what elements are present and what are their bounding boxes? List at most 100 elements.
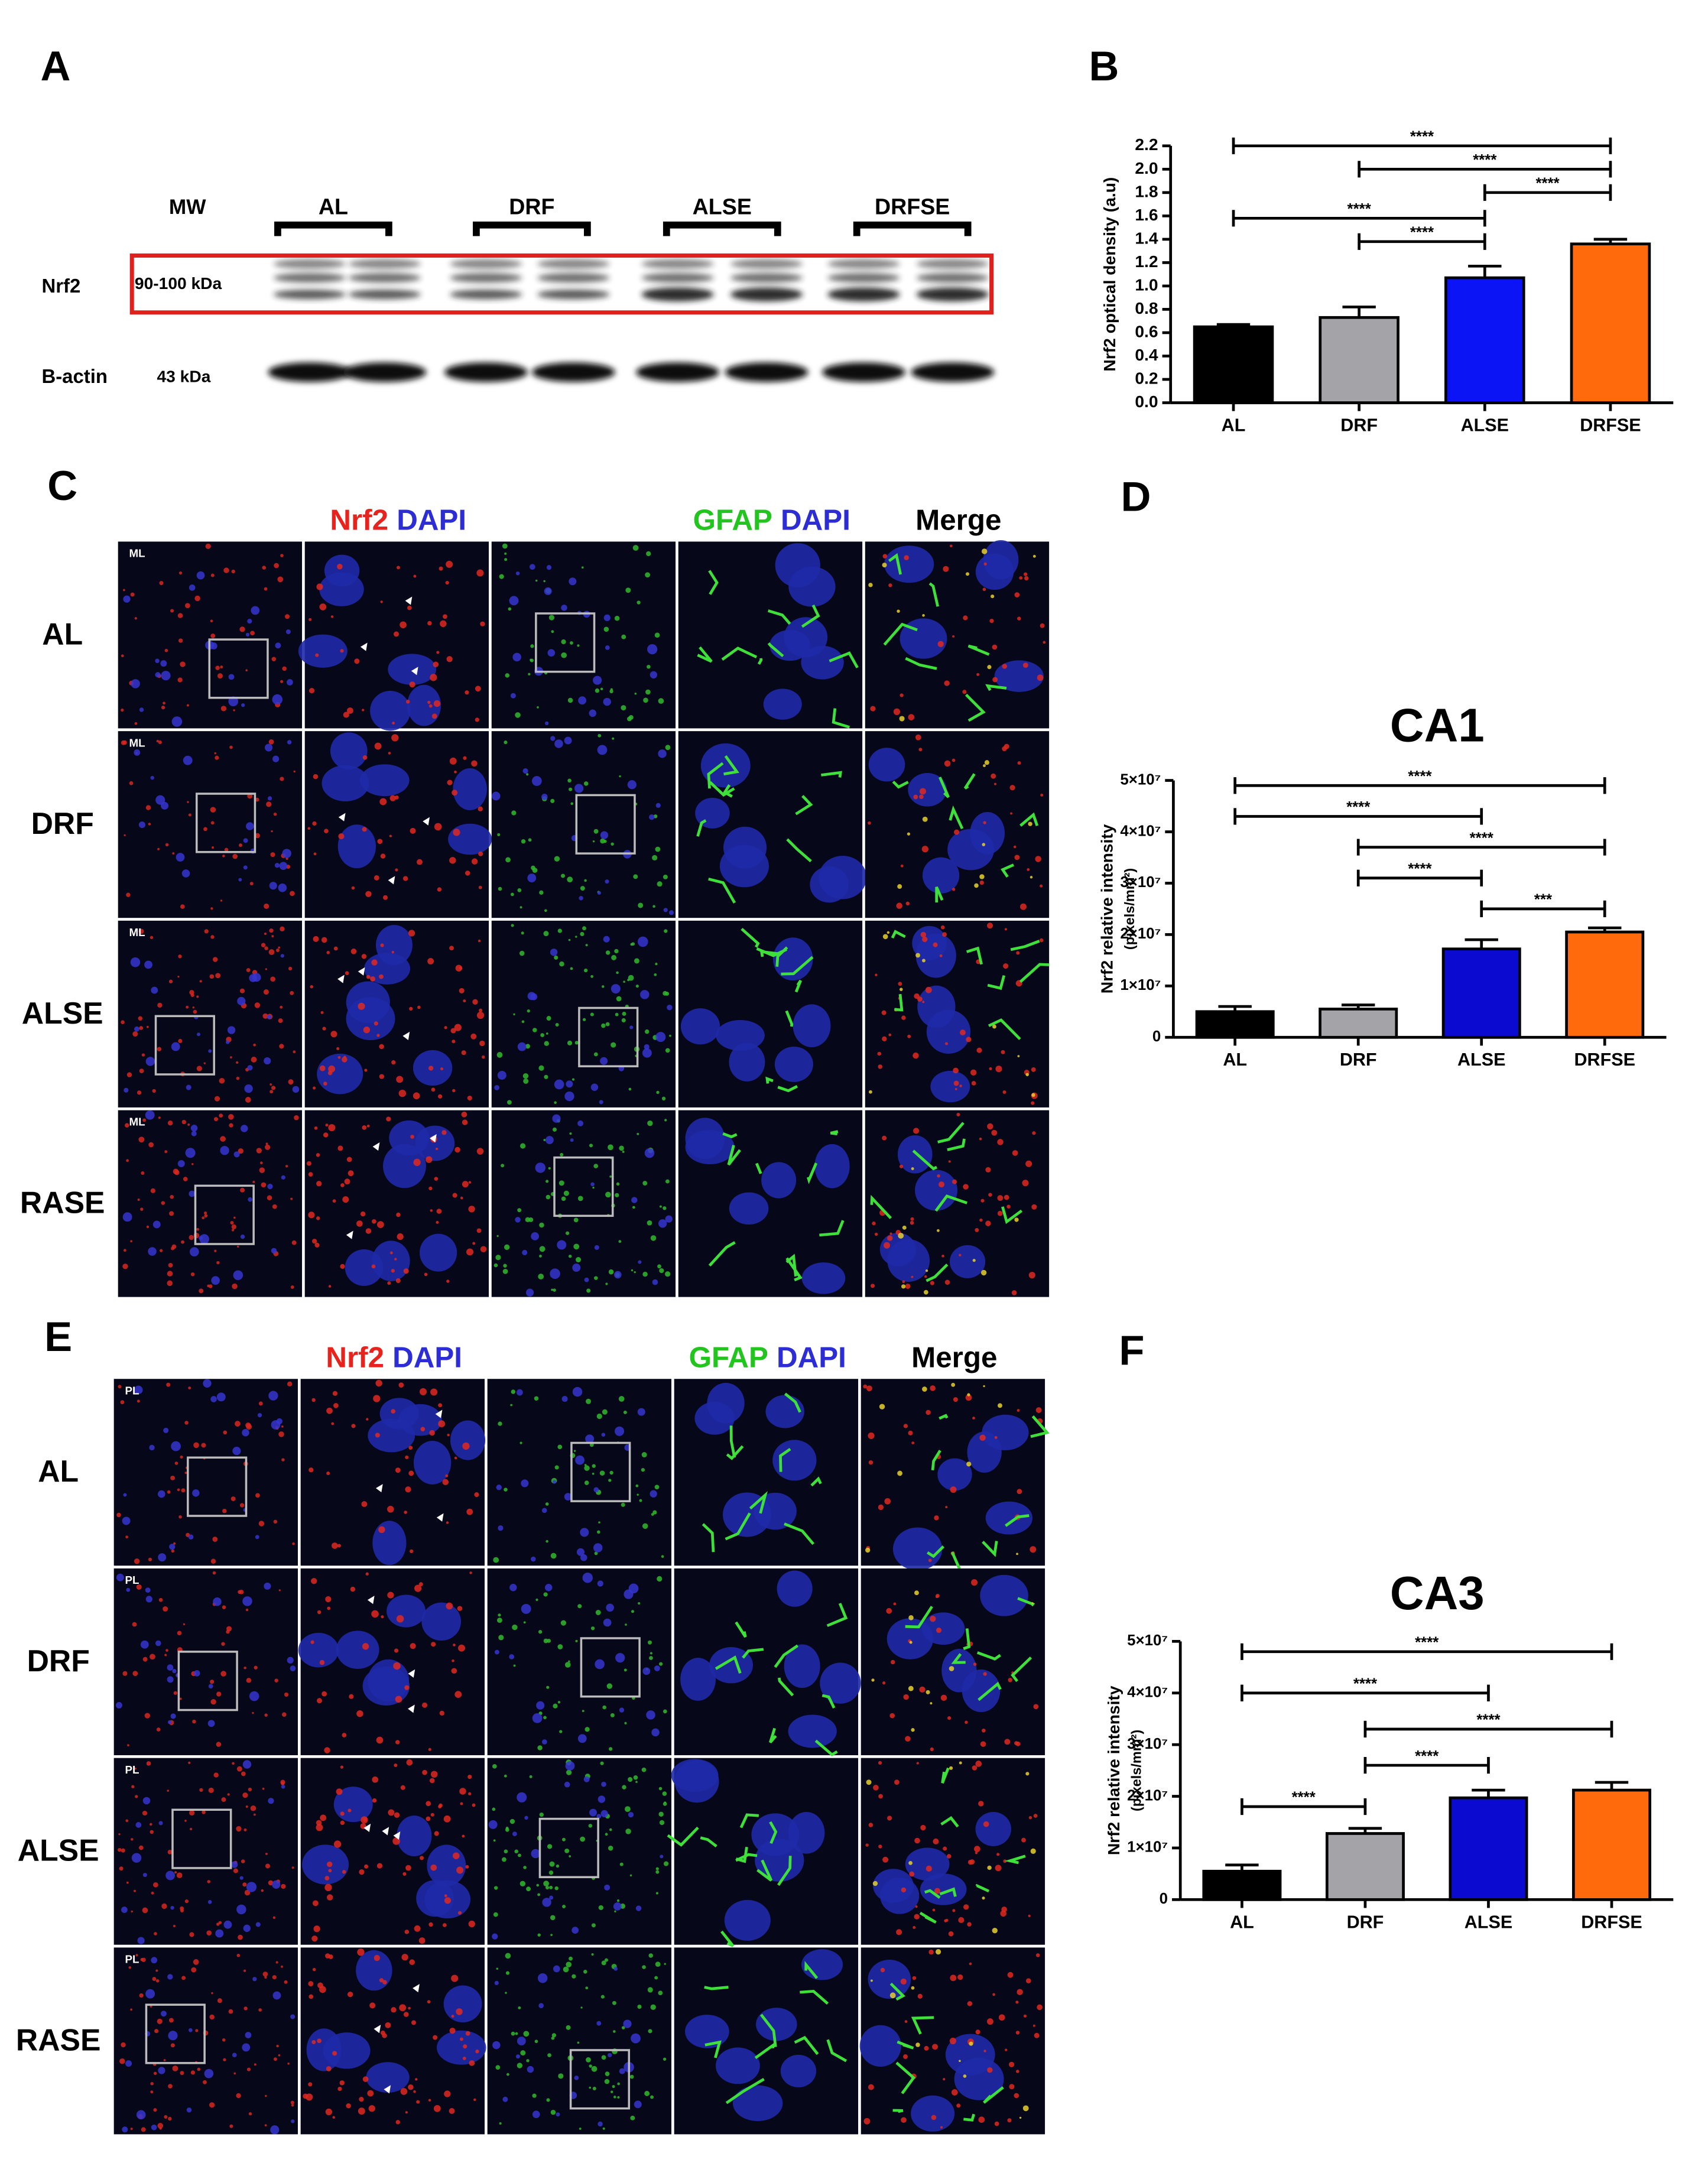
stain-dot (434, 1831, 439, 1836)
stain-dot (914, 1837, 920, 1844)
stain-dot (658, 1787, 663, 1791)
column-header: GFAP DAPI (689, 1341, 846, 1373)
stain-dot (457, 1606, 463, 1611)
stain-dot (891, 1659, 895, 1665)
stain-dot (498, 886, 502, 891)
stain-dot (652, 1279, 658, 1285)
stain-dot (525, 1044, 531, 1049)
stain-dot (239, 1503, 245, 1508)
stain-dot (177, 975, 180, 978)
stain-dot (255, 1922, 261, 1927)
stain-dot (472, 999, 478, 1005)
stain-dot (946, 1854, 952, 1859)
stain-dot (248, 1197, 252, 1202)
stain-dot (503, 1264, 507, 1268)
stain-dot (227, 1026, 236, 1034)
stain-dot (157, 1047, 162, 1051)
blot-group: AL (319, 194, 348, 219)
stain-dot (376, 1034, 380, 1037)
stain-dot (463, 999, 466, 1003)
header-word: Merge (911, 1341, 997, 1373)
bar (1202, 1869, 1282, 1901)
tile-bg (118, 1110, 303, 1297)
stain-dot (170, 2043, 175, 2048)
stain-dot (158, 1116, 161, 1119)
stain-dot (173, 1542, 176, 1545)
stain-dot (374, 742, 382, 750)
stain-dot (269, 882, 277, 890)
significance-bracket (1241, 1643, 1613, 1660)
stain-dot (158, 1821, 163, 1826)
stain-dot (135, 1822, 142, 1828)
stain-dot (379, 1044, 384, 1050)
stain-dot (590, 1626, 595, 1631)
stain-dot (255, 1493, 260, 1498)
stain-dot (189, 1190, 196, 1197)
stain-dot (314, 1242, 320, 1248)
stain-dot (145, 1057, 155, 1066)
stain-dot (163, 1606, 168, 1612)
stain-dot (910, 1217, 914, 1221)
stain-dot (140, 1640, 149, 1649)
stain-dot (914, 1914, 920, 1920)
stain-dot (245, 1422, 251, 1428)
stain-dot (658, 1990, 663, 1996)
stain-dot (142, 1797, 151, 1805)
stain-dot (231, 569, 235, 574)
stain-dot (243, 838, 248, 843)
stain-dot (1014, 2093, 1019, 2099)
stain-dot (659, 1662, 663, 1666)
stain-dot (1014, 592, 1020, 597)
astrocyte-process (931, 1450, 941, 1470)
stain-dot (220, 665, 223, 669)
stain-dot (600, 1995, 605, 1999)
stain-dot (615, 1193, 619, 1197)
stain-dot (544, 587, 552, 595)
stain-dot (267, 1183, 273, 1190)
stain-dot (232, 1762, 235, 1765)
stain-dot (532, 2093, 537, 2098)
inset-box (145, 2003, 206, 2064)
stain-dot (134, 749, 141, 756)
stain-dot (516, 1389, 523, 1396)
stain-dot (521, 1479, 529, 1488)
stain-dot (616, 1182, 620, 1186)
micrograph-tile (300, 1947, 486, 2135)
stain-dot (1004, 1194, 1009, 1200)
nucleus (317, 1053, 363, 1095)
stain-dot (978, 1801, 984, 1807)
stain-dot (221, 1797, 226, 1802)
stain-dot (880, 1967, 885, 1973)
stain-dot (557, 1444, 563, 1450)
stain-dot (280, 1005, 283, 1009)
stain-dot (323, 1132, 329, 1138)
significance-bracket (1241, 1798, 1367, 1816)
stain-dot (527, 2065, 534, 2073)
stain-dot (161, 706, 165, 710)
stain-dot (956, 1112, 960, 1117)
stain-dot (277, 576, 284, 583)
stain-dot (219, 1077, 225, 1084)
stain-dot (530, 644, 534, 648)
stain-dot (462, 1834, 465, 1838)
stain-dot (515, 571, 520, 576)
astrocyte-process (696, 819, 707, 837)
stain-dot (140, 1958, 144, 1961)
astrocyte-process (768, 1727, 777, 1743)
arrowhead (393, 1831, 401, 1840)
stain-dot (238, 878, 242, 882)
stain-dot (395, 1740, 400, 1745)
significance-label: **** (1408, 768, 1432, 785)
stain-dot (210, 634, 216, 638)
stain-dot (226, 1630, 230, 1634)
stain-dot (496, 1485, 502, 1490)
arrowhead (408, 1669, 415, 1678)
stain-dot (241, 1125, 248, 1132)
stain-dot (359, 1869, 365, 1875)
stain-dot (615, 1012, 619, 1016)
arrowhead (372, 1142, 380, 1151)
stain-dot (222, 1605, 226, 1610)
stain-dot (537, 1933, 541, 1937)
nrf2-band (450, 259, 522, 269)
stain-dot (894, 1779, 900, 1785)
